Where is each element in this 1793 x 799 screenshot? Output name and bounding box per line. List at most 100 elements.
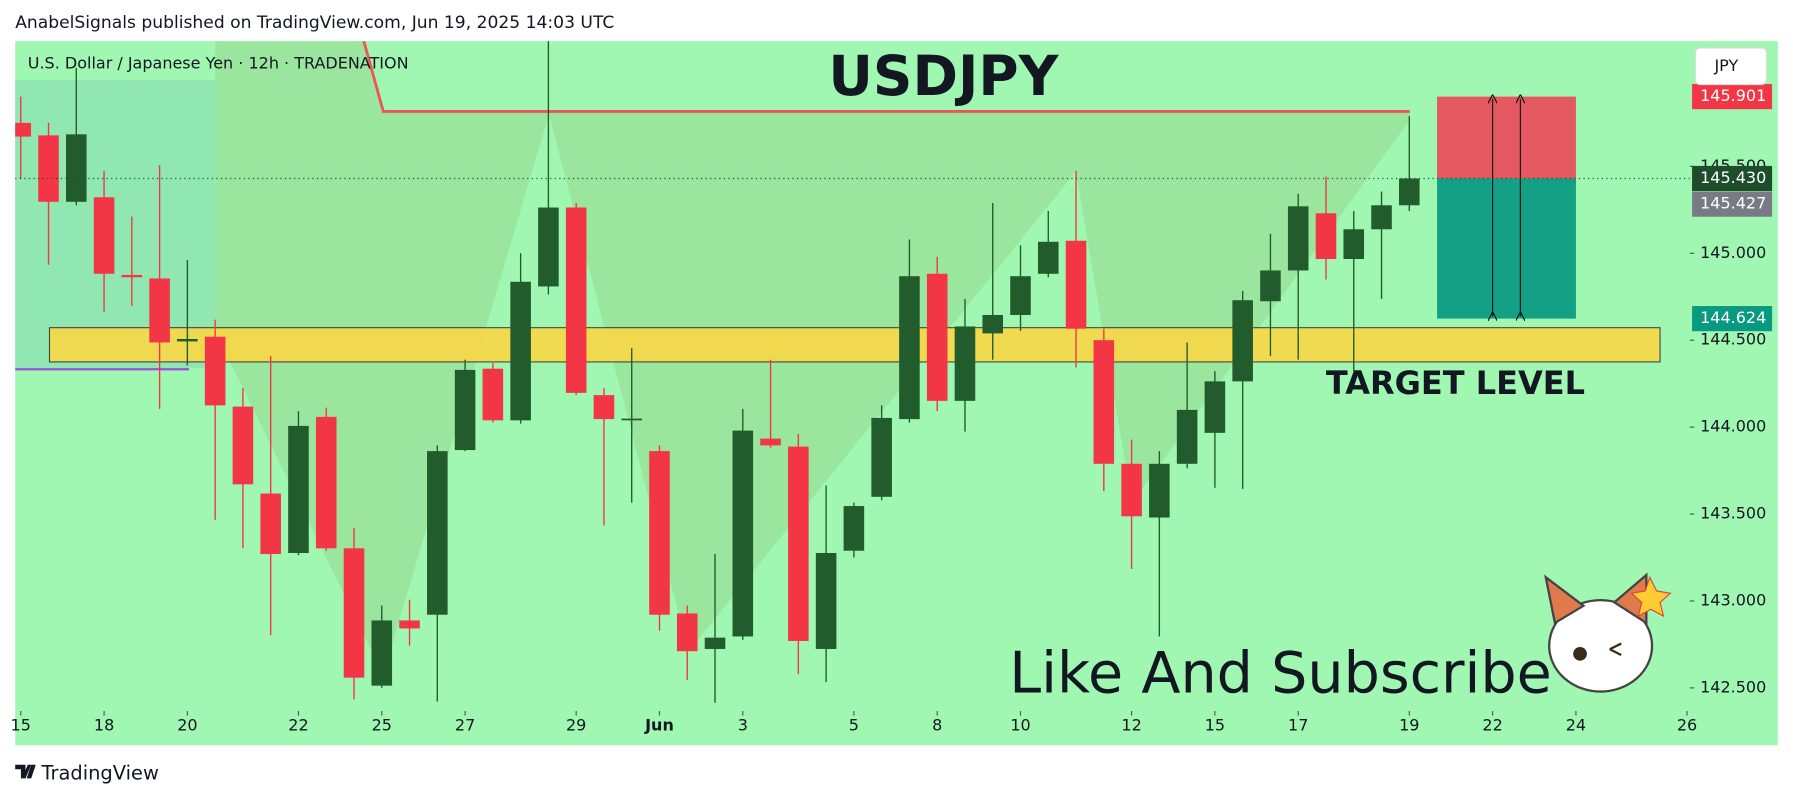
axes: 142.500 143.000 143.500 144.000 144.500 145.0… xyxy=(11,84,1773,734)
candle-body xyxy=(760,438,781,446)
shade xyxy=(15,80,216,369)
candle-body xyxy=(1176,409,1198,464)
zone-label: TARGET LEVEL xyxy=(1326,364,1585,402)
x-tick-label: Jun xyxy=(644,715,674,734)
candle-body xyxy=(15,122,32,137)
x-tick-label: 29 xyxy=(566,715,586,734)
target-area xyxy=(1437,178,1576,319)
x-tick-label: 12 xyxy=(1121,715,1141,734)
stop-area xyxy=(1437,96,1576,179)
y-tick-label: 142.500 xyxy=(1700,677,1766,696)
candle-body xyxy=(538,207,559,287)
y-tick-label: 145.000 xyxy=(1700,243,1766,262)
candle-body xyxy=(1093,340,1115,464)
price-label: 145.427 xyxy=(1700,194,1766,213)
candle-body xyxy=(676,613,698,652)
x-tick-label: 20 xyxy=(177,715,197,734)
candle-body xyxy=(704,637,726,649)
candle-body xyxy=(1287,206,1309,271)
price-label: 145.901 xyxy=(1700,86,1766,105)
x-tick-label: 25 xyxy=(372,715,392,734)
candle-body xyxy=(982,314,1004,334)
currency[interactable]: JPY xyxy=(1713,56,1738,75)
candle-body xyxy=(954,326,976,401)
candle-body xyxy=(926,273,948,401)
price-label-box xyxy=(1692,306,1773,332)
price-label: 144.624 xyxy=(1700,308,1766,327)
candle-body xyxy=(815,552,837,649)
candle-body xyxy=(427,451,448,615)
candle-body xyxy=(260,493,281,555)
x-tick-label: 27 xyxy=(455,715,475,734)
candle-body xyxy=(593,395,615,420)
candle-body xyxy=(788,446,809,641)
resistance-line xyxy=(362,41,1410,113)
candle-body xyxy=(232,406,254,485)
candle-body xyxy=(1315,213,1337,259)
x-tick-label: 15 xyxy=(11,715,31,734)
x-tick-label: 26 xyxy=(1677,715,1697,734)
x-tick-label: 3 xyxy=(738,715,748,734)
candle-body xyxy=(1121,463,1142,517)
candle-body xyxy=(1371,205,1392,230)
x-tick-label: 15 xyxy=(1205,715,1225,734)
candle-body xyxy=(371,620,393,686)
target-zone xyxy=(48,327,1661,363)
candle-body xyxy=(315,416,337,549)
symbol-info: U.S. Dollar / Japanese Yen · 12h · TRADE… xyxy=(28,54,409,73)
candle-body xyxy=(732,430,754,637)
candle-body xyxy=(510,281,531,421)
candle-body xyxy=(121,274,143,278)
candle-body xyxy=(399,620,420,629)
brand: TradingView xyxy=(40,761,158,784)
y-tick-label: 144.000 xyxy=(1700,417,1766,436)
x-tick-label: 18 xyxy=(94,715,114,734)
x-tick-label: 19 xyxy=(1399,715,1419,734)
candle-body xyxy=(1010,276,1031,315)
candle-body xyxy=(343,548,365,678)
y-tick-label: 144.500 xyxy=(1700,330,1766,349)
candle-body xyxy=(871,417,892,497)
price-label: 145.430 xyxy=(1700,168,1766,187)
y-tick-label: 143.500 xyxy=(1700,504,1766,523)
price-label-box xyxy=(1692,191,1773,217)
x-tick-label: 8 xyxy=(932,715,942,734)
published: AnabelSignals published on TradingView.c… xyxy=(15,13,614,33)
candle-body xyxy=(482,368,504,421)
candle-body xyxy=(649,451,670,615)
candle-body xyxy=(177,338,198,342)
x-tick-label: 17 xyxy=(1288,715,1308,734)
candle-body xyxy=(93,197,115,274)
candle-body xyxy=(1204,381,1226,433)
x-tick-label: 5 xyxy=(849,715,859,734)
x-tick-label: 24 xyxy=(1566,715,1586,734)
y-tick-label: 143.000 xyxy=(1700,590,1766,609)
candle-body xyxy=(899,276,920,420)
candle-body xyxy=(1232,300,1253,382)
candle-body xyxy=(565,207,587,393)
price-label-box xyxy=(1692,84,1773,110)
candle-body xyxy=(1065,240,1087,329)
x-tick-label: 22 xyxy=(288,715,308,734)
candle-body xyxy=(38,135,59,202)
candle-body xyxy=(1037,241,1059,274)
currency-box[interactable] xyxy=(1694,47,1767,86)
candle-body xyxy=(1149,463,1170,518)
candle-body xyxy=(288,425,309,553)
sticker xyxy=(1544,572,1672,693)
candle-body xyxy=(1343,229,1365,259)
price-label-box xyxy=(1692,165,1773,192)
candle-body xyxy=(843,506,865,551)
plot xyxy=(15,41,1690,703)
x-tick-label: 22 xyxy=(1482,715,1502,734)
candle-body xyxy=(66,134,87,202)
candle-body xyxy=(1260,270,1281,302)
candle-body xyxy=(149,278,170,343)
x-tick-label: 10 xyxy=(1010,715,1030,734)
chart-title: USDJPY xyxy=(828,44,1059,108)
candle-body xyxy=(621,418,643,421)
footer-logo xyxy=(15,764,36,779)
candle-body xyxy=(1399,178,1420,206)
